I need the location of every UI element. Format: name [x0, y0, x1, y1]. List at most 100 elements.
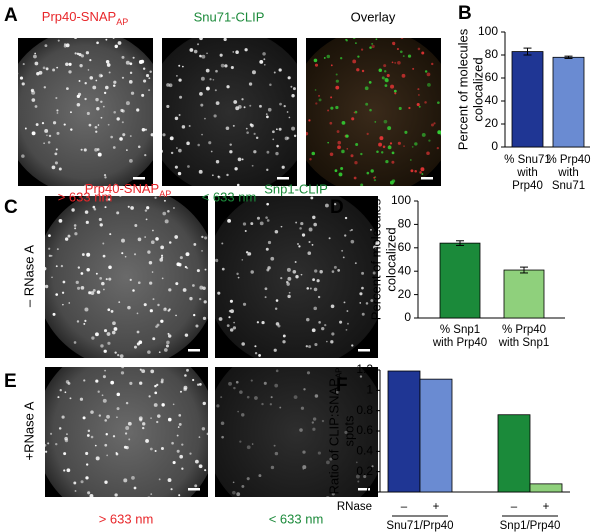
spot: [254, 396, 258, 400]
spot: [308, 240, 311, 244]
micrograph: [303, 38, 441, 186]
spot: [287, 276, 292, 281]
spot: [91, 336, 95, 340]
spot: [188, 124, 191, 127]
spot: [275, 299, 279, 302]
spot: [95, 456, 100, 461]
spot: [58, 167, 62, 171]
spot: [107, 308, 111, 312]
spot: [96, 41, 99, 45]
micrographs: [18, 33, 441, 503]
spot: [179, 454, 184, 459]
spot: [427, 82, 431, 87]
spot: [69, 397, 72, 400]
spot: [173, 207, 175, 209]
spot: [293, 134, 297, 138]
spot: [393, 89, 397, 93]
spot: [105, 198, 109, 201]
spot: [303, 112, 305, 114]
spot: [172, 460, 176, 465]
spot: [265, 247, 269, 251]
spot: [345, 39, 349, 42]
y-axis-title: Ratio of CLIP:SNAPAP: [327, 368, 344, 495]
spot: [246, 477, 250, 481]
spot: [385, 160, 389, 164]
spot: [300, 117, 304, 121]
spot: [52, 312, 56, 316]
spot: [189, 296, 193, 301]
spot: [221, 242, 224, 245]
spot: [210, 421, 213, 424]
spot: [264, 296, 267, 299]
spot: [318, 98, 322, 102]
spot: [56, 248, 59, 251]
spot: [352, 38, 356, 39]
spot: [139, 368, 142, 371]
spot: [119, 137, 123, 141]
spot: [214, 89, 217, 92]
spot: [95, 130, 98, 133]
spot: [54, 152, 58, 156]
spot: [345, 134, 349, 138]
spot: [85, 451, 89, 456]
x-tick-label: +: [543, 501, 550, 513]
spot: [275, 359, 277, 361]
spot: [21, 154, 25, 158]
spot: [120, 108, 124, 113]
spot: [52, 121, 57, 125]
spot: [302, 465, 307, 470]
spot: [178, 414, 182, 417]
spot: [103, 196, 105, 197]
spot: [390, 84, 395, 89]
spot: [321, 419, 325, 423]
spot: [309, 157, 312, 161]
image-label: Prp40-SNAPAP: [85, 181, 171, 199]
spot: [113, 110, 116, 114]
spot: [102, 254, 106, 258]
spot: [162, 211, 167, 216]
spot: [48, 254, 52, 258]
x-tick-label: % Prp40: [502, 324, 546, 336]
spot: [174, 116, 179, 121]
spot: [126, 149, 128, 151]
spot: [269, 403, 273, 406]
spot: [87, 429, 91, 433]
y-tick-label: 0: [366, 484, 373, 498]
spot: [334, 169, 338, 173]
spot: [170, 488, 173, 491]
spot: [187, 165, 190, 168]
spot: [340, 166, 344, 170]
spot: [112, 146, 116, 149]
spot: [426, 72, 431, 77]
spot: [86, 111, 90, 116]
spot: [289, 359, 291, 361]
spot: [118, 301, 121, 304]
spot: [103, 173, 107, 177]
spot: [298, 500, 301, 503]
spot: [94, 444, 97, 447]
spot: [167, 334, 172, 338]
spot: [130, 206, 134, 210]
spot: [274, 451, 279, 456]
spot: [139, 381, 143, 385]
spot: [297, 111, 300, 114]
spot: [294, 260, 297, 263]
spot: [198, 436, 201, 438]
spot: [133, 486, 137, 490]
spot: [68, 70, 72, 74]
spot: [308, 227, 313, 232]
spot: [147, 350, 151, 354]
spot: [103, 329, 108, 333]
spot: [221, 435, 224, 439]
spot: [116, 392, 121, 397]
spot: [248, 82, 253, 86]
spot: [178, 64, 181, 67]
spot: [74, 38, 75, 39]
spot: [397, 141, 401, 145]
spot: [161, 254, 164, 257]
micrograph: [18, 33, 153, 186]
spot: [106, 414, 110, 419]
spot: [125, 426, 130, 430]
spot: [81, 33, 84, 36]
field: [18, 38, 153, 186]
